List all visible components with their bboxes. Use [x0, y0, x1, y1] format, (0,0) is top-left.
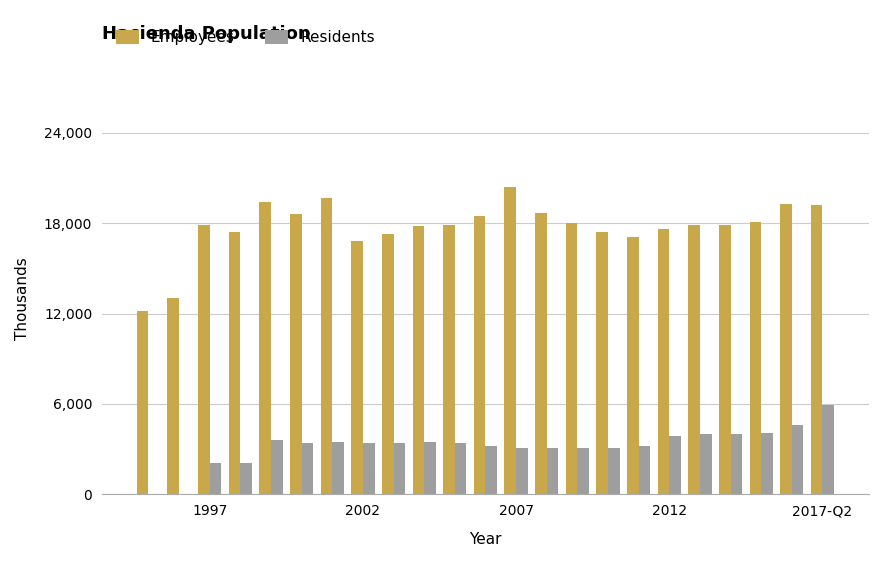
Bar [363, 443, 375, 495]
Bar [566, 223, 577, 495]
Bar [719, 225, 730, 495]
Bar [240, 463, 252, 495]
Bar [351, 241, 363, 495]
Bar [516, 448, 528, 495]
Bar [382, 234, 393, 495]
Bar [167, 298, 179, 495]
Bar [455, 443, 467, 495]
Bar [638, 446, 651, 495]
Text: Hacienda Population: Hacienda Population [102, 25, 310, 43]
Bar [577, 448, 589, 495]
Bar [321, 197, 332, 495]
Bar [761, 433, 773, 495]
Bar [413, 226, 424, 495]
Bar [229, 232, 240, 495]
Bar [474, 216, 485, 495]
Bar [750, 221, 761, 495]
Y-axis label: Thousands: Thousands [15, 257, 30, 340]
Bar [137, 311, 149, 495]
Bar [424, 442, 436, 495]
Bar [271, 440, 283, 495]
Bar [730, 434, 743, 495]
Bar [597, 232, 608, 495]
Bar [393, 443, 405, 495]
Bar [443, 225, 455, 495]
Bar [332, 442, 344, 495]
Bar [485, 446, 497, 495]
Bar [669, 436, 681, 495]
Bar [658, 229, 669, 495]
Bar [259, 202, 271, 495]
Bar [290, 214, 301, 495]
Bar [210, 463, 221, 495]
Bar [627, 237, 638, 495]
Bar [811, 205, 822, 495]
Bar [792, 425, 804, 495]
X-axis label: Year: Year [469, 532, 502, 547]
Bar [301, 443, 313, 495]
Bar [822, 405, 834, 495]
Bar [505, 187, 516, 495]
Bar [547, 448, 559, 495]
Bar [781, 203, 792, 495]
Bar [535, 212, 547, 495]
Bar [198, 225, 210, 495]
Legend: Employees, Residents: Employees, Residents [110, 24, 381, 51]
Bar [689, 225, 700, 495]
Bar [700, 434, 712, 495]
Bar [608, 448, 620, 495]
